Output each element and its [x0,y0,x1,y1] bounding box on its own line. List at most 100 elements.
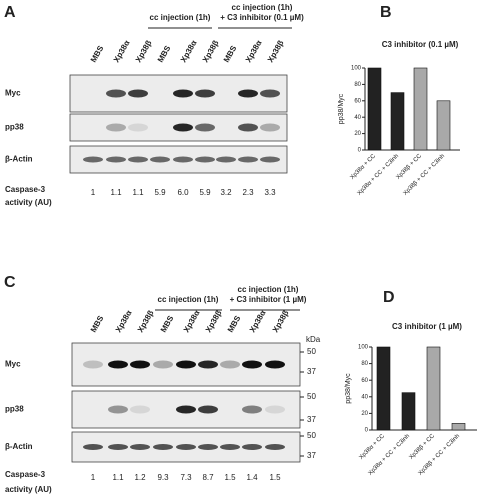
band [128,156,148,163]
activity-value: 8.7 [202,473,214,482]
band [106,123,126,132]
activity-value: 3.2 [220,188,232,197]
panel-label: B [380,4,392,21]
lane-label: Xp38β [204,309,224,334]
row-label: Myc [5,89,21,98]
band [265,360,285,369]
lane-label: Xp38β [266,39,286,64]
lane-label: Xp38α [112,39,132,64]
band [176,360,196,369]
band [108,444,128,450]
lane-label: Xp38β [136,309,156,334]
kda-marker: 50 [307,392,316,401]
lane-label: Xp38α [244,39,264,64]
group-header: + C3 inhibitor (1 µM) [230,295,307,304]
band [106,89,126,98]
chart-title: C3 inhibitor (0.1 µM) [382,40,459,49]
band [153,360,173,369]
band [242,405,262,414]
bar [451,423,466,431]
band [83,360,103,369]
activity-value: 1.5 [269,473,281,482]
lane-label: Xp38β [201,39,221,64]
lane-label: Xp38β [134,39,154,64]
band [173,156,193,163]
band [108,405,128,414]
band [173,123,193,132]
activity-value: 1.4 [246,473,258,482]
band [265,405,285,414]
lane-label: MBS [89,44,106,64]
bar [367,67,382,151]
lane-label: MBS [89,314,106,334]
bar [413,67,428,151]
band [242,360,262,369]
band [106,156,126,163]
chart-title: C3 inhibitor (1 µM) [392,322,462,331]
y-tick-label: 0 [365,428,369,434]
band [216,156,236,163]
kda-marker: 37 [307,451,316,460]
activity-value: 1.1 [110,188,122,197]
activity-value: 6.0 [177,188,189,197]
row-label: pp38 [5,123,24,132]
row-label: β-Actin [5,442,33,451]
band [238,123,258,132]
y-axis-label: pp38/Myc [338,93,345,124]
group-header: cc injection (1h) [232,3,293,12]
band [130,405,150,414]
kda-marker: 37 [307,367,316,376]
activity-value: 5.9 [154,188,166,197]
x-tick-label: Xp38β + CC + C3inh [403,153,446,196]
group-header: cc injection (1h) [238,285,299,294]
kda-marker: 37 [307,415,316,424]
kda-marker: 50 [307,431,316,440]
band [260,156,280,163]
y-axis-label: pp38/Myc [345,373,352,404]
activity-value: 2.3 [242,188,254,197]
band [260,123,280,132]
band [173,89,193,98]
lane-label: MBS [222,44,239,64]
bar [401,392,416,431]
band [242,444,262,450]
kda-marker: 50 [307,347,316,356]
band [83,444,103,450]
band [198,405,218,414]
lane-label: Xp38α [114,309,134,334]
activity-label: activity (AU) [5,198,52,207]
activity-value: 9.3 [157,473,169,482]
band [176,405,196,414]
band [265,444,285,450]
lane-label: MBS [226,314,243,334]
band [198,360,218,369]
lane-label: Xp38α [182,309,202,334]
activity-value: 1.5 [224,473,236,482]
bar [426,346,441,431]
band [128,89,148,98]
activity-label: activity (AU) [5,485,52,494]
group-header: cc injection (1h) [150,13,211,22]
band [130,444,150,450]
band [220,444,240,450]
row-label: β-Actin [5,155,33,164]
y-tick-label: 40 [354,115,361,121]
activity-value: 1 [91,473,96,482]
group-header: + C3 inhibitor (0.1 µM) [220,13,304,22]
y-tick-label: 60 [361,378,368,384]
band [220,360,240,369]
activity-value: 7.3 [180,473,192,482]
lane-label: MBS [159,314,176,334]
band [150,156,170,163]
activity-value: 1.1 [112,473,124,482]
band [195,123,215,132]
y-tick-label: 80 [361,361,368,367]
y-tick-label: 40 [361,394,368,400]
band [108,360,128,369]
activity-value: 3.3 [264,188,276,197]
kda-label: kDa [306,335,321,344]
row-label: pp38 [5,405,24,414]
lane-label: MBS [156,44,173,64]
y-tick-label: 100 [358,345,369,351]
